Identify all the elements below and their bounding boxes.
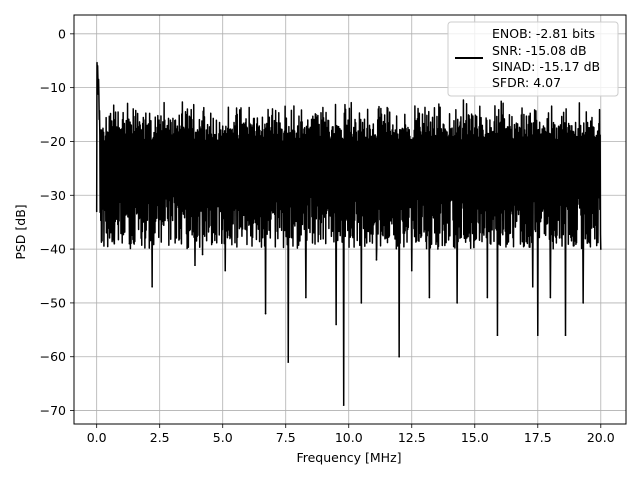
psd-dip-point	[564, 334, 567, 337]
x-tick-label: 7.5	[276, 430, 296, 445]
psd-dip-point	[398, 355, 400, 358]
psd-dip-point	[201, 253, 204, 256]
x-tick-label: 10.0	[335, 430, 363, 445]
legend: ENOB: -2.81 bits SNR: -15.08 dB SINAD: -…	[447, 21, 619, 97]
x-tick-label: 0.0	[87, 430, 107, 445]
psd-dip-point	[549, 296, 552, 299]
psd-dip-point	[496, 334, 499, 337]
legend-box	[447, 21, 619, 97]
psd-dip-point	[456, 302, 458, 304]
y-tick-label: −70	[40, 403, 66, 418]
psd-dip-point	[305, 296, 307, 299]
x-axis-label: Frequency [MHz]	[296, 450, 401, 465]
plot-data	[95, 61, 602, 406]
psd-dip-point	[287, 361, 290, 363]
psd-dip-point	[599, 248, 602, 250]
psd-dip-point	[128, 242, 131, 245]
y-tick-label: −40	[40, 242, 66, 257]
psd-dip-point	[486, 296, 489, 299]
psd-dip-point	[360, 302, 363, 304]
legend-entry-snr: SNR: -15.08 dB	[492, 43, 587, 58]
psd-dip-point	[531, 285, 534, 288]
x-tick-label: 12.5	[398, 430, 426, 445]
psd-dip-point	[335, 323, 337, 326]
psd-dip-point	[194, 264, 196, 267]
x-tick-label: 2.5	[150, 430, 170, 445]
psd-dip-point	[224, 269, 227, 272]
y-tick-label: −60	[40, 349, 66, 364]
x-tick-label: 15.0	[461, 430, 489, 445]
psd-dip-point	[428, 296, 431, 299]
psd-series-line	[95, 61, 602, 406]
x-tick-label: 20.0	[587, 430, 615, 445]
x-tick-label: 5.0	[213, 430, 233, 445]
y-tick-label: −20	[40, 134, 66, 149]
legend-entry-sinad: SINAD: -15.17 dB	[492, 59, 600, 74]
psd-dip-point	[113, 242, 116, 245]
psd-dip-point	[264, 312, 267, 315]
psd-dip-point	[410, 269, 413, 272]
y-tick-label: 0	[58, 26, 66, 41]
y-axis-label: PSD [dB]	[13, 204, 28, 259]
psd-dip-point	[536, 334, 539, 337]
x-tick-label: 17.5	[524, 430, 552, 445]
psd-dip-point	[582, 302, 584, 304]
axis-ticks: 0.0 2.5 5.0 7.5 10.0 12.5 15.0 17.5 20.0 0 −10 −20 −…	[40, 26, 615, 445]
y-tick-label: −10	[40, 80, 66, 95]
psd-dip-point	[95, 210, 98, 213]
psd-dip-point	[151, 285, 153, 288]
psd-dip-point	[375, 259, 378, 261]
legend-entry-sfdr: SFDR: 4.07	[492, 75, 561, 90]
plot-frame	[73, 14, 627, 425]
legend-entry-enob: ENOB: -2.81 bits	[492, 26, 595, 41]
psd-dip-point	[342, 404, 345, 406]
y-tick-label: −30	[40, 188, 66, 203]
y-tick-label: −50	[40, 295, 66, 310]
